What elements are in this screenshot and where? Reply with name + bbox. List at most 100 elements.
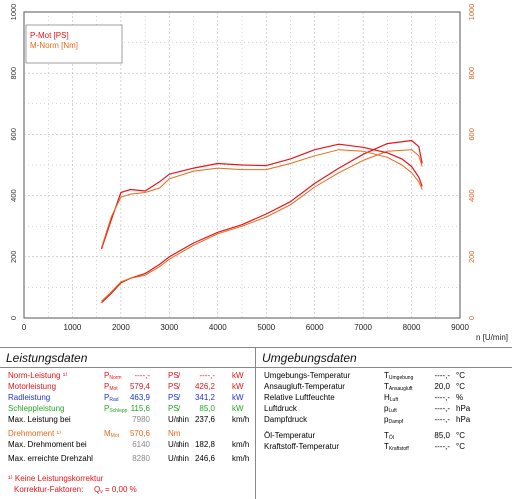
x-tick-label: 1000 xyxy=(64,323,82,332)
row-unit: °C xyxy=(456,382,465,391)
y-left-tick-label: 200 xyxy=(9,251,18,264)
chart-legend: P-Mot [PS]M-Norm [Nm] xyxy=(25,24,123,64)
y-left-tick-label: 400 xyxy=(9,189,18,202)
row-unit: hPa xyxy=(456,404,471,413)
row-unit-1: U/min xyxy=(168,454,189,463)
korrektur-sym: Q xyxy=(94,485,101,494)
row-value: ----,- xyxy=(434,404,450,413)
row-unit-1: PS xyxy=(168,382,179,391)
y-right-tick-label: 1000 xyxy=(467,4,476,21)
row-label: Schleppleistung xyxy=(8,404,65,413)
x-tick-label: 6000 xyxy=(306,323,324,332)
leistung-row: Schleppleistung PSchlepp 115,6 PS/ 85,0 kW xyxy=(0,403,255,414)
y-right-tick-label: 600 xyxy=(467,128,476,141)
row-value-1: 579,4 xyxy=(129,382,150,391)
row-value-1: 7980 xyxy=(132,415,150,424)
row-value-2: 246,6 xyxy=(194,454,215,463)
row-unit-2: km/h xyxy=(232,415,250,424)
leistung-row: Radleistung PRad 463,9 PS/ 341,2 kW xyxy=(0,392,255,403)
umgebung-row: Ansaugluft-Temperatur TAnsaugluft 20,0 °C xyxy=(256,381,512,392)
series-line xyxy=(101,149,423,302)
korrektur-symbol: Qv = 0,00 % xyxy=(94,484,137,498)
divider xyxy=(256,367,512,368)
y-left-tick-label: 800 xyxy=(9,67,18,80)
y-right-tick-label: 0 xyxy=(467,316,476,320)
row-value: 85,0 xyxy=(434,431,450,440)
leistungsdaten-panel: Leistungsdaten Norm-Leistung ¹⁾ PNorm ----… xyxy=(0,348,256,499)
row-symbol-sub: Öl xyxy=(388,435,394,441)
row-symbol: HLuft xyxy=(384,393,399,403)
row-label: Umgebungs-Temperatur xyxy=(264,371,351,380)
row-value-2: ----,- xyxy=(199,371,215,380)
row-symbol: PRad xyxy=(104,393,119,403)
row-slash: / xyxy=(178,415,181,424)
row-unit-1: PS xyxy=(168,371,179,380)
row-value-1: ----,- xyxy=(134,371,150,380)
row-unit: °C xyxy=(456,431,465,440)
umgebungsdaten-title: Umgebungsdaten xyxy=(262,351,357,365)
x-tick-label: 0 xyxy=(22,323,27,332)
korrektur-value: = 0,00 % xyxy=(104,485,137,494)
row-value-1: 463,9 xyxy=(129,393,150,402)
row-symbol: pLuft xyxy=(384,404,397,414)
row-symbol-sub: Schlepp xyxy=(109,408,128,414)
row-symbol-sub: Ansaugluft xyxy=(388,386,413,392)
leistung-row: Drehmoment ¹⁾ MMot 570,6 Nm xyxy=(0,428,255,439)
row-value-2: 85,0 xyxy=(199,404,215,413)
leistung-row: Max. Drehmoment bei 6140 U/min/ 182,8 km/h xyxy=(0,439,255,450)
row-value: ----,- xyxy=(434,371,450,380)
leistung-row: Max. erreichte Drehzahl 8280 U/min/ 246,6 km… xyxy=(0,453,255,464)
leistung-row: Max. Leistung bei 7980 U/min/ 237,6 km/h xyxy=(0,414,255,425)
row-label: Ansaugluft-Temperatur xyxy=(264,382,345,391)
row-slash: / xyxy=(178,371,181,380)
row-unit-2: kW xyxy=(232,371,244,380)
row-value-2: 237,6 xyxy=(194,415,215,424)
y-left-tick-label: 0 xyxy=(9,316,18,320)
row-label: Motorleistung xyxy=(8,382,57,391)
data-panels: Leistungsdaten Norm-Leistung ¹⁾ PNorm ----… xyxy=(0,347,512,499)
umgebung-row: Dampfdruck pDampf ----,- hPa xyxy=(256,414,512,425)
row-label: Max. Leistung bei xyxy=(8,415,71,424)
umgebung-row: Relative Luftfeuchte HLuft ----,-% xyxy=(256,392,512,403)
row-symbol: PSchlepp xyxy=(104,404,128,414)
row-value: ----,- xyxy=(434,442,450,451)
row-slash: / xyxy=(178,440,181,449)
legend-entry: M-Norm [Nm] xyxy=(30,41,78,50)
row-symbol-sub: Mot xyxy=(110,433,120,439)
row-symbol: MMot xyxy=(104,429,120,439)
row-label: Dampfdruck xyxy=(264,415,308,424)
row-unit: % xyxy=(456,393,464,402)
row-label: Radleistung xyxy=(8,393,51,402)
umgebung-row: Umgebungs-Temperatur TUmgebung ----,- °C xyxy=(256,370,512,381)
row-label: Kraftstoff-Temperatur xyxy=(264,442,339,451)
row-value-1: 6140 xyxy=(132,440,150,449)
row-label: Öl-Temperatur xyxy=(264,431,316,440)
leistung-row: Motorleistung PMot 579,4 PS/ 426,2 kW xyxy=(0,381,255,392)
row-unit: °C xyxy=(456,442,465,451)
umgebung-row: Kraftstoff-Temperatur TKraftstoff ----,- °C xyxy=(256,441,512,452)
korrektur-sub: v xyxy=(100,489,103,495)
row-slash: / xyxy=(178,404,181,413)
row-symbol: pDampf xyxy=(384,415,404,425)
row-label: Max. erreichte Drehzahl xyxy=(8,454,93,463)
row-slash: / xyxy=(178,393,181,402)
row-unit-2: kW xyxy=(232,404,244,413)
row-unit-1: PS xyxy=(168,393,179,402)
series-line xyxy=(100,143,423,250)
row-label: Luftdruck xyxy=(264,404,297,413)
row-symbol-sub: Dampf xyxy=(388,419,404,425)
leistungsdaten-title: Leistungsdaten xyxy=(6,351,88,365)
x-axis-label: n [U/min] xyxy=(476,333,508,342)
row-label: Max. Drehmoment bei xyxy=(8,440,87,449)
row-slash: / xyxy=(178,382,181,391)
chart-series xyxy=(100,139,423,304)
row-symbol: TKraftstoff xyxy=(384,442,409,452)
y-right-tick-label: 200 xyxy=(467,251,476,264)
row-unit-1: U/min xyxy=(168,415,189,424)
x-tick-label: 9000 xyxy=(451,323,469,332)
leistung-row: Norm-Leistung ¹⁾ PNorm ----,- PS / ----,- kW xyxy=(0,370,255,381)
umgebung-row: Öl-Temperatur TÖl 85,0 °C xyxy=(256,430,512,441)
row-label: Relative Luftfeuchte xyxy=(264,393,335,402)
